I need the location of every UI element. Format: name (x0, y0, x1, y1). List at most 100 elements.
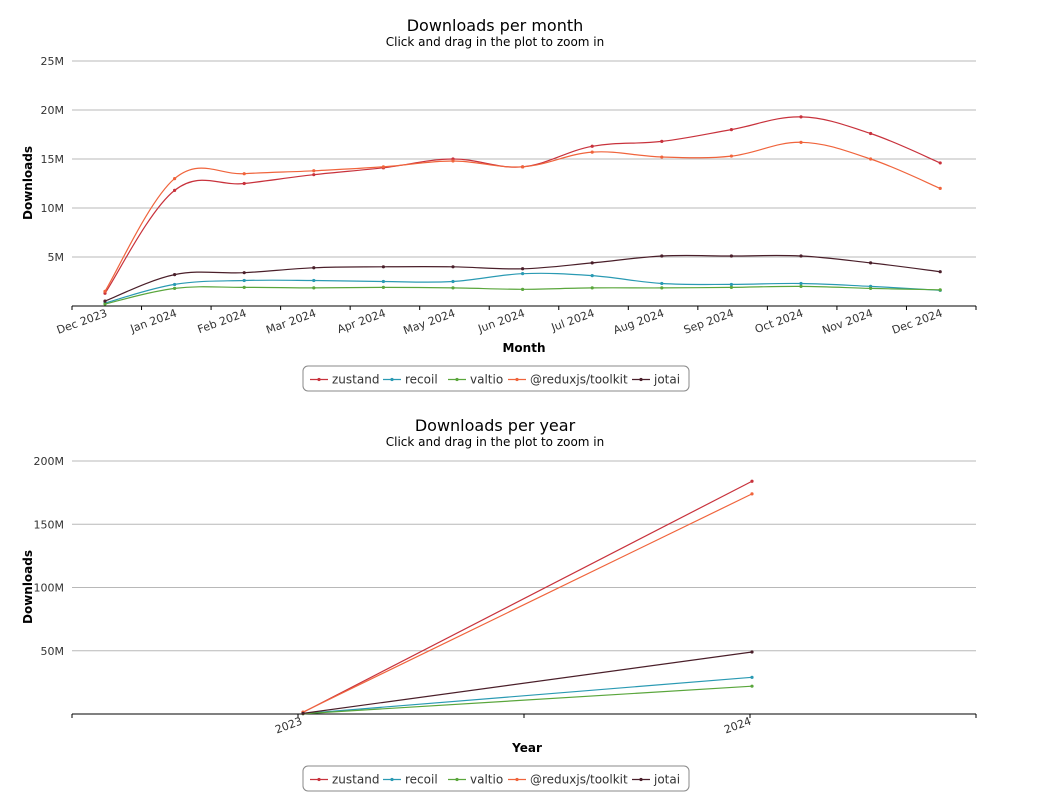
x-tick-label: Jul 2024 (549, 307, 596, 335)
legend-item-reduxjs-toolkit[interactable]: @reduxjs/toolkit (508, 373, 628, 387)
grid-lines (71, 460, 977, 718)
y-tick-label: 50M (41, 645, 65, 658)
data-point-valtio (938, 288, 942, 292)
chart-title: Downloads per year (415, 416, 576, 435)
yearly-downloads-chart[interactable]: Downloads per year Click and drag in the… (0, 400, 1045, 807)
x-tick-label: Mar 2024 (264, 307, 318, 337)
data-point-zustand (938, 161, 942, 165)
chart-subtitle: Click and drag in the plot to zoom in (386, 35, 605, 49)
monthly-downloads-chart[interactable]: Downloads per month Click and drag in th… (0, 0, 1045, 400)
legend-item-jotai[interactable]: jotai (632, 373, 680, 387)
legend-label: jotai (653, 373, 680, 387)
data-point-valtio (242, 285, 246, 289)
legend-item-recoil[interactable]: recoil (383, 373, 438, 387)
y-tick-label: 150M (34, 518, 65, 531)
y-axis-label: Downloads (21, 550, 35, 624)
data-point-reduxjs-toolkit (869, 157, 873, 161)
data-point-jotai (312, 266, 316, 270)
legend-marker (455, 777, 459, 782)
y-tick-label: 200M (34, 455, 65, 468)
data-point-recoil (750, 675, 754, 679)
data-point-reduxjs-toolkit (590, 150, 594, 154)
data-point-zustand (590, 144, 594, 148)
x-axis-ticks: 2023 2024 (273, 715, 753, 737)
legend-marker (317, 377, 321, 382)
data-point-recoil (242, 278, 246, 283)
data-point-recoil (521, 272, 525, 276)
data-point-jotai (660, 254, 664, 258)
x-tick-label: Jun 2024 (475, 307, 526, 336)
legend: zustand recoil valtio @reduxjs/toolkit jotai (302, 365, 690, 392)
series-lines (103, 115, 942, 306)
y-tick-label: 5M (48, 251, 65, 264)
legend-label: zustand (332, 773, 379, 787)
legend-marker (515, 777, 519, 782)
y-tick-label: 15M (41, 153, 65, 166)
legend-marker (390, 377, 394, 382)
data-point-reduxjs-toolkit (173, 177, 177, 181)
data-point-valtio (729, 285, 734, 289)
chart-title: Downloads per month (407, 16, 584, 35)
x-tick-label: Oct 2024 (753, 307, 805, 336)
data-point-valtio (451, 286, 455, 290)
data-point-jotai (590, 261, 594, 265)
legend-item-zustand[interactable]: zustand (310, 373, 379, 387)
series-line-recoil (302, 676, 753, 715)
x-tick-label: Aug 2024 (612, 307, 666, 337)
y-axis-label: Downloads (21, 146, 35, 220)
data-point-valtio (750, 684, 754, 688)
legend-label: recoil (405, 373, 438, 387)
data-point-recoil (729, 282, 734, 287)
legend-item-valtio[interactable]: valtio (448, 373, 503, 387)
legend-item-jotai[interactable]: jotai (632, 773, 680, 787)
data-point-jotai (451, 265, 455, 269)
data-point-recoil (173, 282, 177, 287)
legend-item-zustand[interactable]: zustand (310, 773, 379, 787)
data-point-valtio (521, 287, 525, 291)
legend-item-recoil[interactable]: recoil (383, 773, 438, 787)
data-point-zustand (312, 173, 316, 177)
data-point-valtio (590, 286, 594, 290)
data-point-reduxjs-toolkit (312, 169, 316, 173)
data-point-valtio (381, 285, 385, 289)
legend-marker (317, 777, 321, 782)
y-axis-ticks: 50M 100M 150M 200M (34, 455, 65, 658)
x-tick-label: Jan 2024 (128, 307, 179, 336)
legend-label: valtio (470, 373, 503, 387)
data-point-jotai (869, 261, 873, 265)
data-point-jotai (242, 271, 246, 275)
chart-subtitle: Click and drag in the plot to zoom in (386, 435, 605, 449)
y-tick-label: 10M (41, 202, 65, 215)
data-point-jotai (521, 267, 525, 271)
series-line-valtio (302, 685, 753, 715)
x-tick-label: May 2024 (402, 307, 457, 338)
data-point-valtio (799, 284, 803, 288)
x-axis-label: Year (511, 741, 542, 755)
grid-lines (71, 60, 977, 310)
data-point-reduxjs-toolkit (521, 165, 525, 169)
series-lines (301, 479, 754, 716)
legend: zustand recoil valtio @reduxjs/toolkit jotai (302, 765, 690, 792)
data-point-jotai (381, 265, 385, 269)
y-tick-label: 100M (34, 582, 65, 595)
legend-item-reduxjs-toolkit[interactable]: @reduxjs/toolkit (508, 773, 628, 787)
legend-label: zustand (332, 373, 379, 387)
data-point-valtio (869, 286, 873, 290)
data-point-reduxjs-toolkit (799, 140, 803, 144)
data-point-valtio (312, 286, 316, 290)
legend-marker (515, 377, 519, 382)
legend-marker (390, 777, 394, 782)
data-point-jotai (173, 273, 177, 277)
legend-item-valtio[interactable]: valtio (448, 773, 503, 787)
data-point-recoil (660, 281, 664, 286)
x-axis-label: Month (502, 341, 545, 355)
legend-label: valtio (470, 773, 503, 787)
y-tick-label: 20M (41, 104, 65, 117)
data-point-zustand (750, 479, 754, 483)
data-point-zustand (869, 131, 873, 136)
series-line-jotai (104, 254, 941, 302)
x-tick-label: 2023 (273, 715, 304, 737)
legend-marker (639, 777, 643, 782)
data-point-recoil (312, 278, 316, 283)
legend-label: recoil (405, 773, 438, 787)
